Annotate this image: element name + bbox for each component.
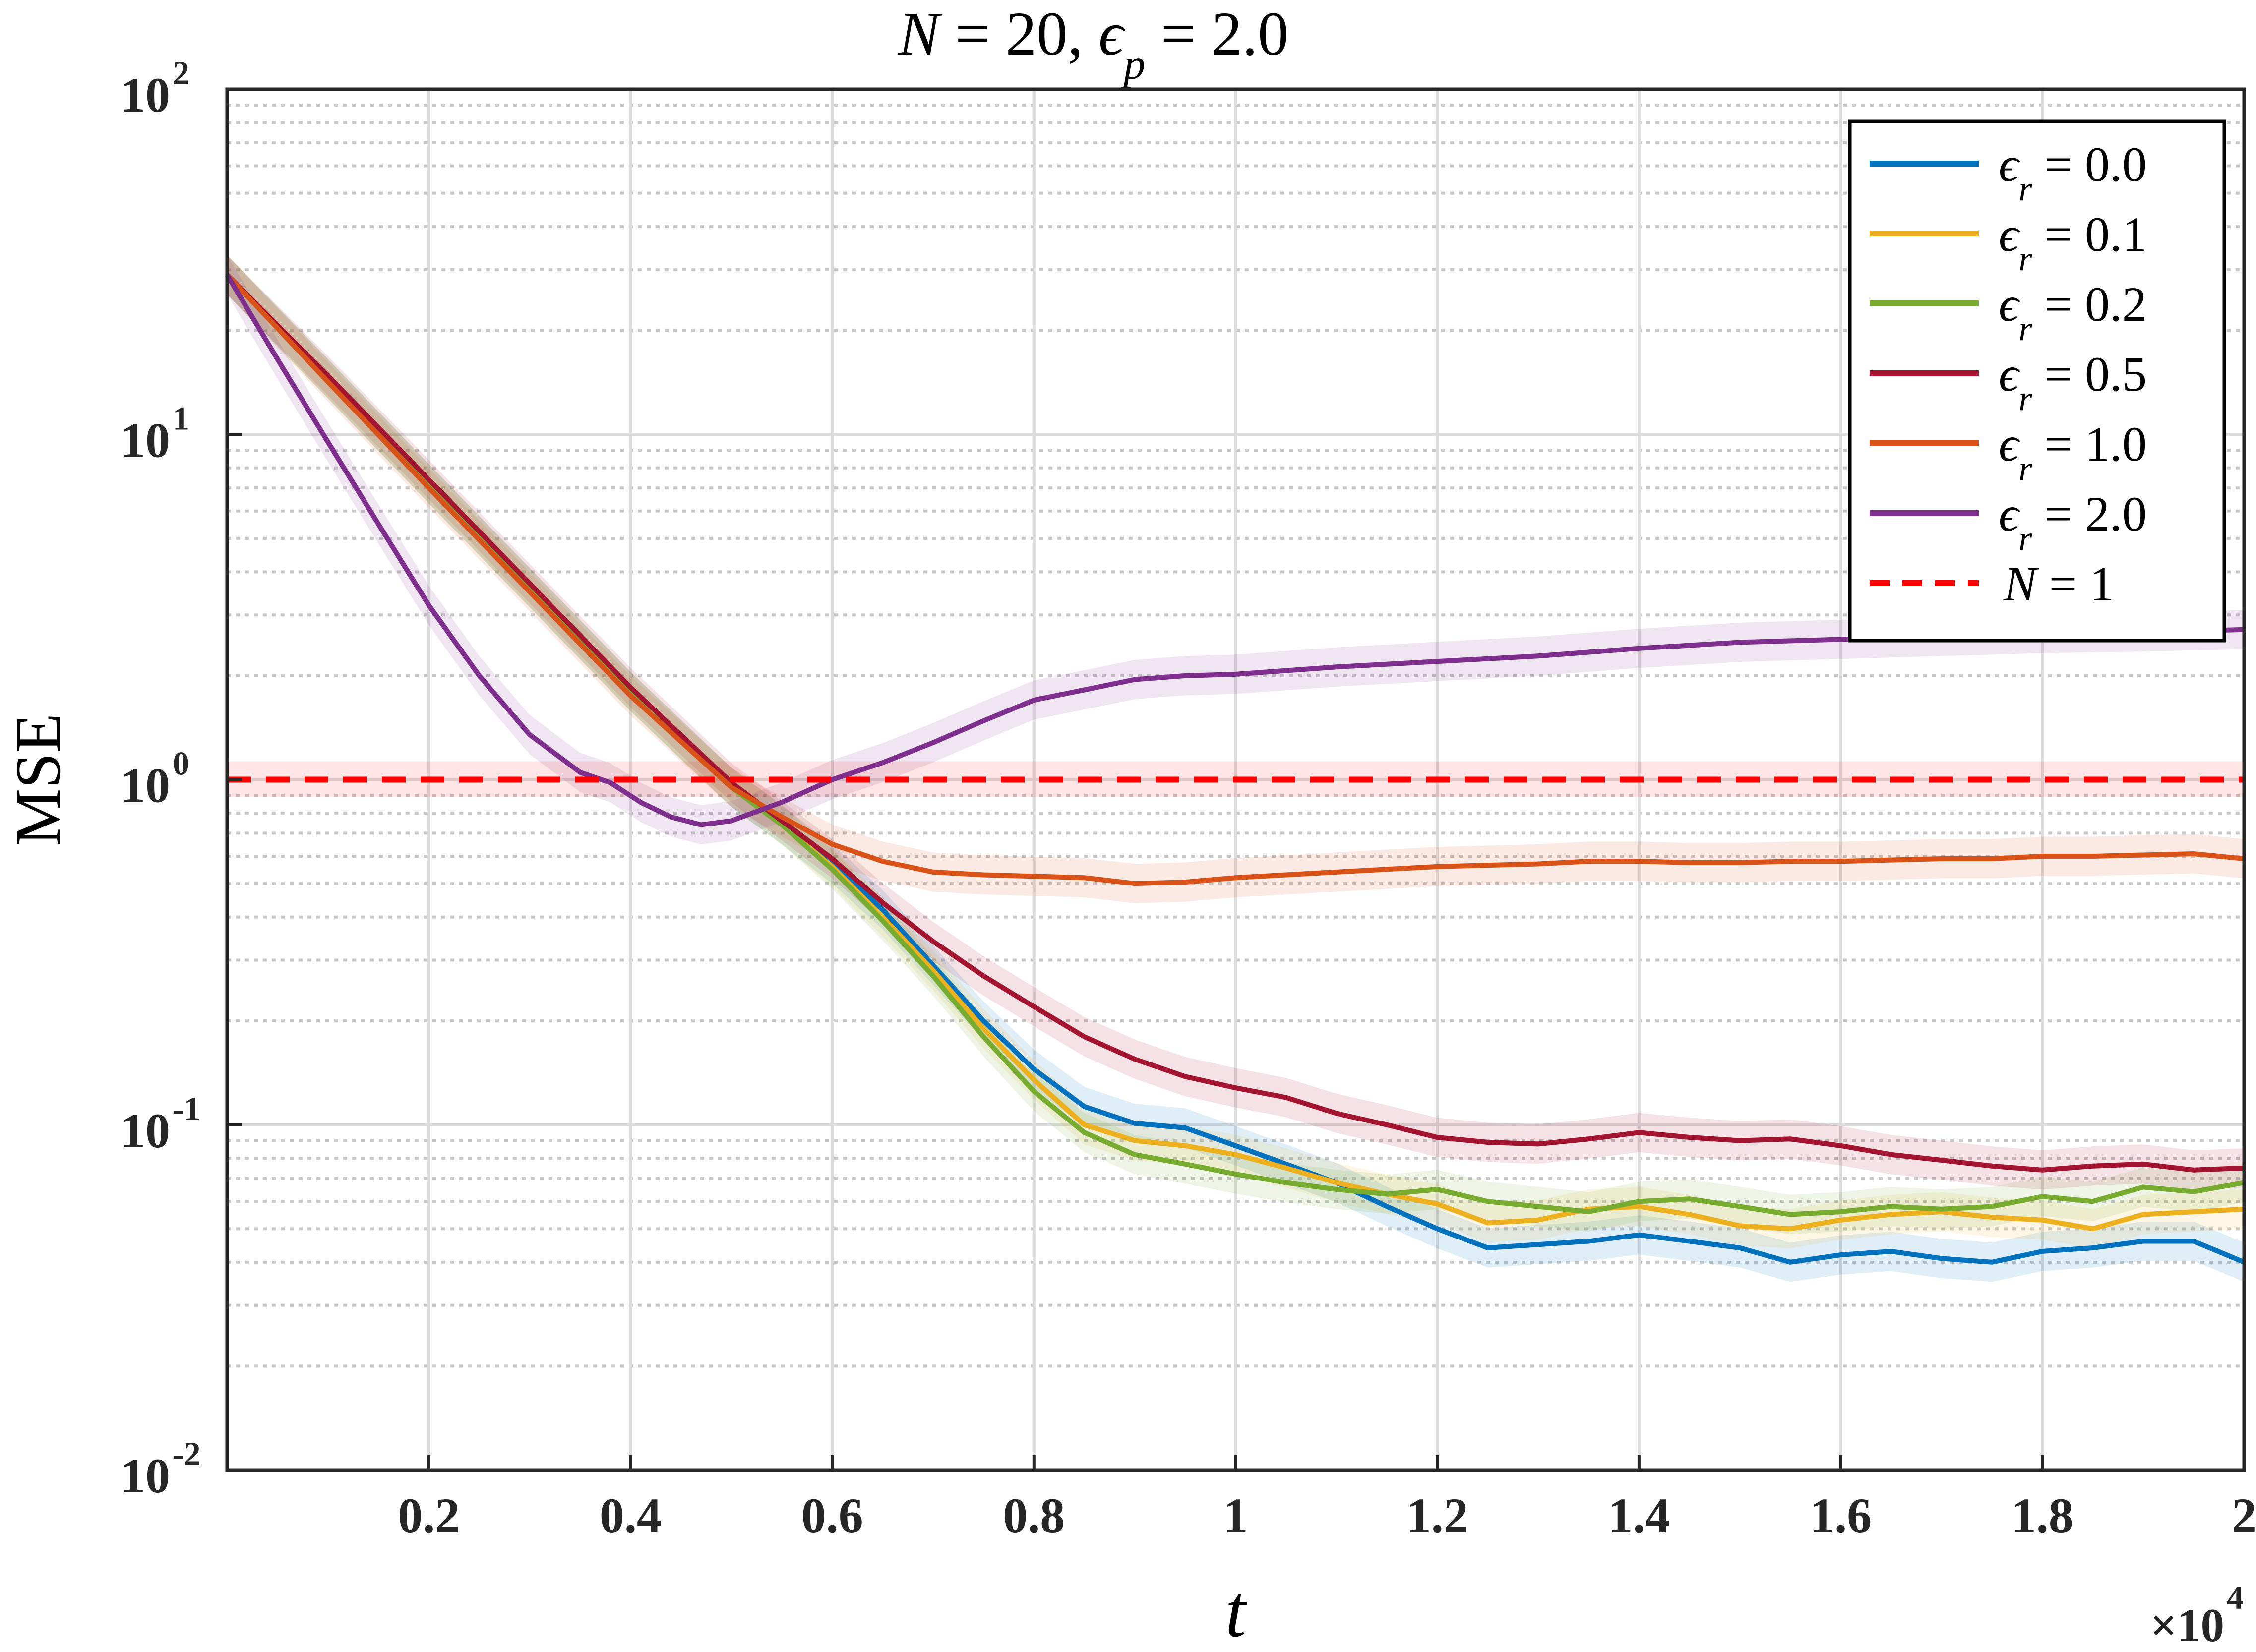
y-axis-label: MSE: [2, 713, 74, 846]
y-tick-label: 10: [121, 67, 170, 122]
legend-label: ϵr = 0.5: [1999, 347, 2147, 418]
x-tick-label: 1.4: [1608, 1488, 1670, 1543]
series-line: [225, 273, 2245, 827]
y-tick-exponent: 1: [173, 399, 189, 437]
chart-title: N = 20, ϵp = 2.0: [898, 0, 1288, 88]
y-tick-exponent: 2: [173, 54, 189, 92]
x-tick-label: 1.2: [1406, 1488, 1468, 1543]
x-tick-label: 0.4: [600, 1488, 662, 1543]
legend-box: [1848, 119, 2226, 643]
y-tick-exponent: 0: [173, 745, 189, 782]
legend-label: ϵr = 1.0: [1999, 416, 2147, 488]
x-axis-multiplier-exponent: 4: [2227, 1579, 2244, 1616]
y-tick-label: 10: [121, 1448, 170, 1503]
x-tick-label: 2: [2232, 1488, 2256, 1543]
legend-label: N = 1: [2003, 556, 2114, 611]
confidence-band: [227, 255, 2244, 903]
y-tick-label: 10: [121, 758, 170, 813]
x-tick-label: 0.6: [801, 1488, 863, 1543]
legend-label: ϵr = 0.0: [1999, 137, 2147, 208]
x-axis-multiplier: ×10: [2150, 1599, 2224, 1652]
legend-label: ϵr = 0.1: [1999, 207, 2147, 278]
x-tick-label: 0.8: [1003, 1488, 1065, 1543]
y-tick-exponent: -2: [173, 1435, 201, 1473]
x-axis-label: t: [1225, 1570, 1248, 1652]
y-tick-exponent: -1: [173, 1090, 201, 1127]
x-tick-label: 1.8: [2012, 1488, 2073, 1543]
x-tick-label: 0.2: [398, 1488, 460, 1543]
legend-label: ϵr = 2.0: [1999, 486, 2147, 558]
series-line: [225, 273, 2245, 1217]
x-tick-label: 1.6: [1810, 1488, 1872, 1543]
series-line: [225, 273, 2245, 886]
series-lines: [225, 273, 2245, 1265]
y-tick-label: 10: [121, 1103, 170, 1158]
legend-label: ϵr = 0.2: [1999, 277, 2147, 348]
y-tick-label: 10: [121, 413, 170, 468]
legend: ϵr = 0.0ϵr = 0.1ϵr = 0.2ϵr = 0.5ϵr = 1.0…: [1848, 119, 2226, 643]
x-axis-ticks: 0.2 0.4 0.6 0.8 1 1.2 1.4 1.6 1.8 2: [398, 1455, 2256, 1543]
x-tick-label: 1: [1223, 1488, 1248, 1543]
